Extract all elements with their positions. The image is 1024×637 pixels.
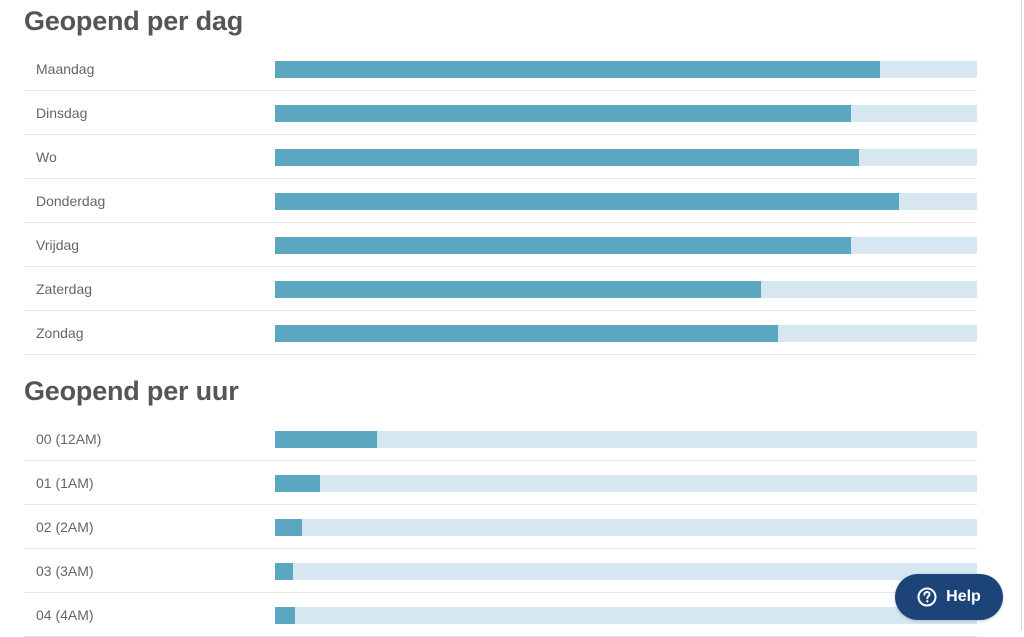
bar-fill: [275, 325, 779, 342]
help-label: Help: [946, 588, 981, 605]
bar-track: [275, 475, 977, 492]
bar-fill: [275, 237, 852, 254]
bar-label: Zaterdag: [36, 281, 93, 297]
bar-row: Dinsdag: [24, 91, 977, 135]
bar-row: Donderdag: [24, 179, 977, 223]
bar-row: 03 (3AM): [24, 549, 977, 593]
bar-fill: [275, 607, 295, 624]
bar-label: Wo: [36, 149, 57, 165]
bar-label: Vrijdag: [36, 237, 80, 253]
bar-label: 00 (12AM): [36, 431, 102, 447]
bar-label: Dinsdag: [36, 105, 88, 121]
bar-row: 01 (1AM): [24, 461, 977, 505]
bar-row: 04 (4AM): [24, 593, 977, 637]
help-button[interactable]: Help: [895, 574, 1003, 620]
section-title-per-hour: Geopend per uur: [24, 376, 239, 406]
per-day-chart: Maandag Dinsdag Wo Donderdag Vrijdag Zaterdag…: [24, 47, 977, 355]
bar-fill: [275, 193, 900, 210]
bar-label: 03 (3AM): [36, 563, 94, 579]
bar-label: Zondag: [36, 325, 84, 341]
bar-row: 00 (12AM): [24, 417, 977, 461]
bar-fill: [275, 519, 302, 536]
bar-label: Maandag: [36, 61, 95, 77]
bar-track: [275, 281, 977, 298]
bar-fill: [275, 431, 377, 448]
bar-label: 01 (1AM): [36, 475, 94, 491]
bar-fill: [275, 105, 852, 122]
bar-row: Zaterdag: [24, 267, 977, 311]
scrollbar-edge: [1021, 0, 1022, 630]
question-circle-icon: [917, 587, 937, 607]
bar-track: [275, 105, 977, 122]
bar-label: Donderdag: [36, 193, 106, 209]
bar-row: 02 (2AM): [24, 505, 977, 549]
bar-label: 02 (2AM): [36, 519, 94, 535]
bar-track: [275, 193, 977, 210]
bar-label: 04 (4AM): [36, 607, 94, 623]
per-hour-chart: 00 (12AM) 01 (1AM) 02 (2AM) 03 (3AM) 04 (4AM…: [24, 417, 977, 637]
bar-row: Zondag: [24, 311, 977, 355]
bar-fill: [275, 281, 761, 298]
bar-fill: [275, 475, 320, 492]
bar-track: [275, 61, 977, 78]
bar-track: [275, 519, 977, 536]
bar-track: [275, 607, 977, 624]
bar-track: [275, 237, 977, 254]
bar-row: Vrijdag: [24, 223, 977, 267]
bar-track: [275, 431, 977, 448]
bar-track: [275, 149, 977, 166]
bar-row: Wo: [24, 135, 977, 179]
bar-track: [275, 563, 977, 580]
bar-fill: [275, 563, 294, 580]
bar-row: Maandag: [24, 47, 977, 91]
bar-fill: [275, 61, 881, 78]
bar-track: [275, 325, 977, 342]
section-title-per-day: Geopend per dag: [24, 6, 244, 36]
bar-fill: [275, 149, 860, 166]
